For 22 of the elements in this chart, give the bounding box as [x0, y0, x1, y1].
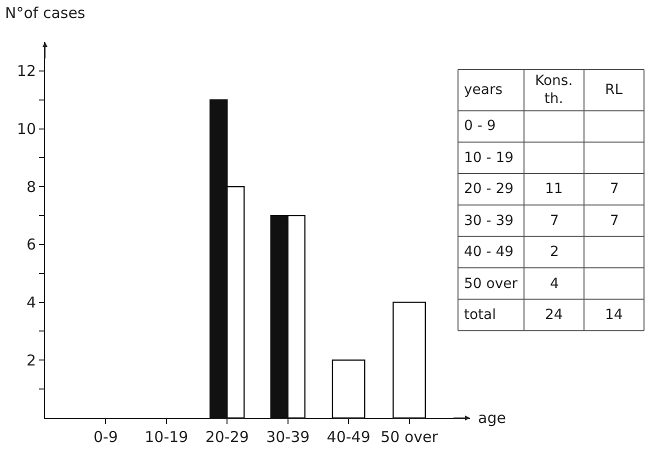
text: 30 - 39 7 7: [464, 213, 619, 229]
text: 40 - 49 2: [464, 244, 559, 260]
annotation: 10 - 19: [464, 150, 514, 166]
y-tick-label: 10: [16, 120, 36, 138]
x-tick-label: 10-19: [144, 428, 188, 446]
annotation: 0 - 9: [464, 118, 496, 134]
text: years Kons. th. RL: [464, 73, 623, 108]
text: total 24 14: [464, 307, 623, 323]
y-tick-label: 12: [16, 62, 36, 80]
x-tick-label: 40-49: [326, 428, 370, 446]
x-tick-label: 20-29: [205, 428, 249, 446]
y-tick-label: 2: [26, 351, 36, 370]
x-axis-title: age: [478, 409, 506, 427]
y-tick-label: 6: [26, 236, 36, 254]
y-tick-label: 4: [26, 294, 36, 312]
x-tick-label: 50 over: [380, 428, 439, 446]
y-tick-label: 8: [26, 178, 36, 196]
y-axis-title: N°of cases: [5, 4, 86, 22]
x-tick-label: 30-39: [266, 428, 310, 446]
text: 50 over 4: [464, 276, 559, 292]
x-tick-label: 0-9: [93, 428, 118, 446]
text: 20 - 29 11 7: [464, 181, 619, 197]
